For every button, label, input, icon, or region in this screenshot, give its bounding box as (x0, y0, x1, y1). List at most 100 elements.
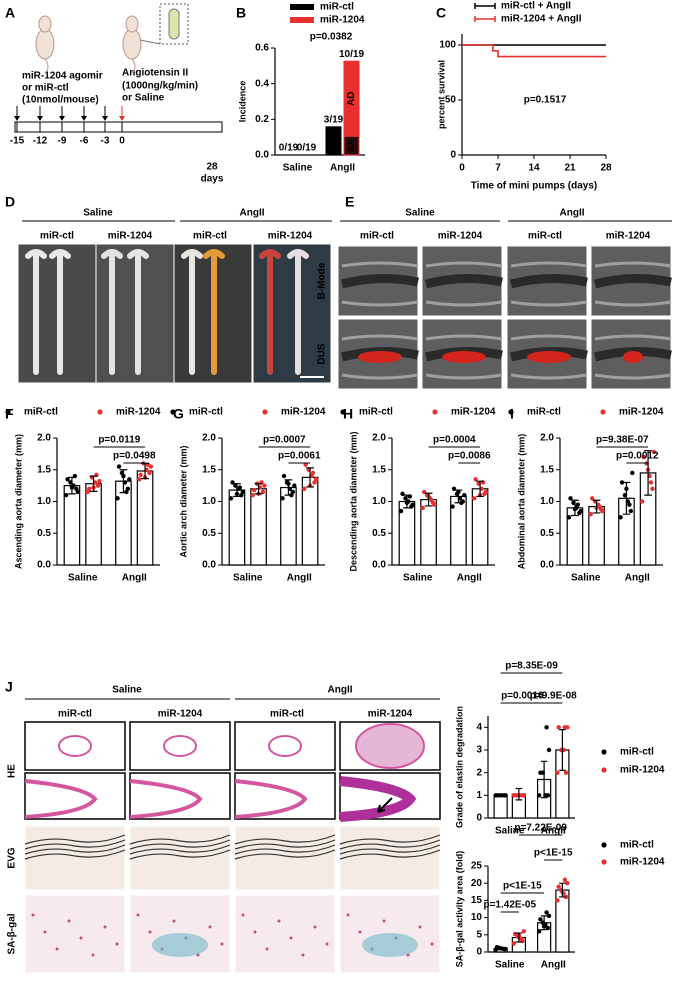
y-tick-label: 2 (476, 767, 482, 778)
data-point (512, 793, 518, 798)
data-point (483, 489, 489, 495)
legend-marker (170, 409, 176, 415)
data-point (250, 492, 255, 498)
y-tick-label: 1.0 (202, 496, 216, 507)
data-point (420, 505, 425, 511)
y-tick-label: 0.0 (372, 560, 386, 571)
arrow (377, 797, 393, 813)
data-point (562, 877, 568, 882)
column-label: miR-ctl (58, 709, 92, 720)
legend-swatch (290, 17, 314, 23)
x-tick-label: Saline (571, 573, 601, 584)
data-point (630, 470, 635, 476)
annotation: p=0.1517 (524, 95, 567, 106)
y-tick-label: 25 (471, 861, 483, 872)
legend-label: miR-1204 (116, 407, 161, 418)
error-bar (622, 481, 631, 515)
tissue (594, 334, 672, 380)
data-point (546, 747, 552, 753)
data-point (578, 508, 584, 514)
data-point (600, 508, 605, 514)
y-tick-label: 1.0 (37, 496, 51, 507)
elastin-fiber (129, 844, 231, 855)
y-tick-label: 1.5 (372, 464, 386, 475)
data-point (627, 502, 632, 507)
bar-segment (343, 60, 360, 137)
y-tick-label: 1.5 (37, 464, 51, 475)
error-bar (119, 469, 128, 494)
aorta (101, 249, 123, 375)
y-tick-label: 0.4 (255, 78, 269, 89)
legend-marker (262, 409, 268, 415)
row-label: HE (7, 764, 18, 778)
y-tick-label: 2.0 (37, 433, 51, 444)
aorta (127, 249, 149, 375)
data-point (280, 496, 285, 501)
histology-image (234, 894, 336, 974)
data-point (262, 483, 267, 488)
y-axis-label: Aortic arch diameter (mm) (178, 445, 188, 557)
legend-label: miR-1204 + AngII (501, 14, 582, 25)
legend-label: miR-1204 (620, 857, 665, 868)
histology-image (24, 894, 126, 974)
cell (55, 947, 59, 951)
y-tick-label: 0.5 (372, 528, 386, 539)
x-tick-label: AngII (457, 573, 482, 584)
annotation: p=0.0016 (501, 691, 544, 702)
elastin-fiber (339, 849, 441, 860)
column-label: miR-ctl (40, 231, 74, 242)
data-point (545, 925, 551, 931)
bar (250, 488, 267, 566)
cell (277, 919, 281, 923)
injection-text: miR-1204 agomir (22, 71, 103, 82)
legend-label: miR-ctl (359, 407, 393, 418)
cell (325, 942, 329, 946)
vessel (593, 273, 672, 289)
cell (289, 936, 293, 940)
infusion-text: (1000ng/kg/min) (122, 81, 198, 92)
bar-segment (325, 126, 342, 156)
histology-image (129, 772, 231, 820)
injection-text: or miR-ctl (22, 83, 69, 94)
mouse-head (38, 15, 52, 33)
error-bar (644, 450, 652, 496)
elastin-fiber (234, 839, 336, 850)
error-bar (306, 467, 314, 488)
legend-marker (600, 409, 606, 415)
legend-line (474, 3, 496, 9)
y-tick-label: 1.0 (540, 496, 554, 507)
data-point (260, 489, 266, 495)
x-tick-label: Saline (283, 163, 313, 174)
error-bar (233, 483, 241, 498)
error-bar (559, 882, 566, 898)
bar (63, 485, 81, 566)
aorta-section (163, 735, 197, 757)
arrow-head (59, 116, 65, 121)
data-point (648, 480, 654, 485)
y-axis-label: percent survival (436, 60, 446, 129)
error-bar (476, 480, 484, 498)
tissue (510, 334, 588, 380)
elastin-fiber (339, 839, 441, 850)
infusion-text: or Saline (122, 93, 165, 104)
data-point (511, 941, 517, 946)
y-tick-label: 20 (471, 878, 483, 889)
histology-image (129, 825, 231, 891)
panel-letter: H (343, 406, 353, 422)
panel-letter: A (5, 5, 15, 21)
segment-label: AA (328, 134, 339, 148)
cell (382, 919, 386, 923)
timeline-tick: -12 (33, 136, 48, 147)
x-tick-label: Saline (495, 826, 525, 837)
data-point (503, 793, 508, 798)
timeline-tick: -9 (58, 136, 67, 147)
data-point (65, 477, 70, 482)
panel-letter: D (5, 194, 15, 210)
y-tick-label: 1.5 (540, 464, 554, 475)
data-point (138, 472, 143, 478)
group-label: Saline (83, 208, 113, 219)
aorta-wall (24, 779, 98, 819)
elastin-fiber (24, 844, 126, 855)
y-axis-label: SA-β-gal activity area (fold) (454, 851, 464, 968)
elastin-fiber (339, 834, 441, 845)
